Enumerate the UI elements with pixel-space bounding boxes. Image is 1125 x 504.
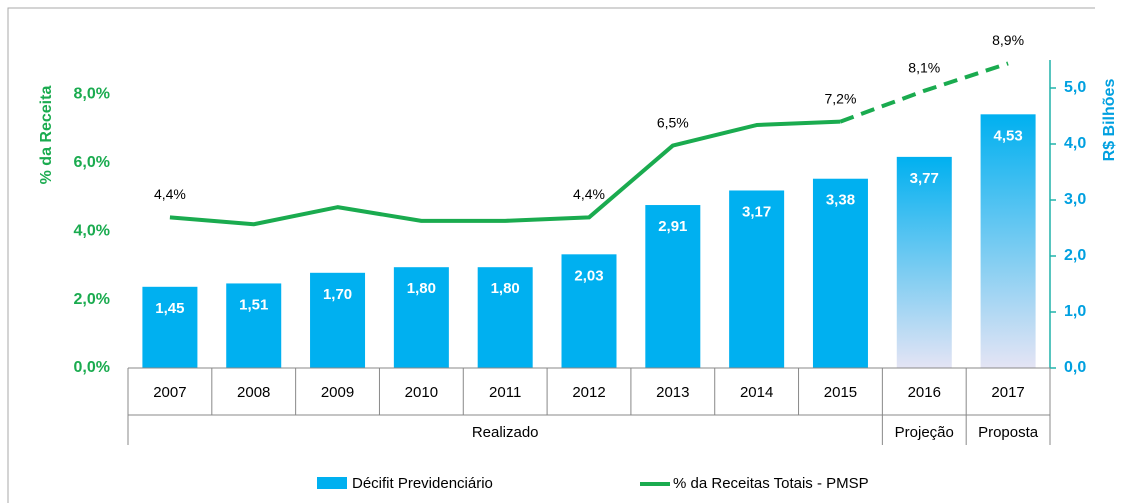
bar-label: 1,45 (155, 300, 184, 317)
y2-tick-label: 1,0 (1064, 303, 1086, 320)
y2-tick-label: 5,0 (1064, 79, 1086, 96)
group-label: Realizado (472, 424, 539, 441)
y2-tick-label: 4,0 (1064, 135, 1086, 152)
line-label: 8,9% (992, 32, 1024, 48)
bar-label: 2,91 (658, 218, 687, 235)
x-tick-label: 2012 (572, 384, 605, 401)
bar-label: 3,38 (826, 192, 855, 209)
line-label: 6,5% (657, 114, 689, 130)
y2-axis-title: R$ Bilhões (1101, 79, 1118, 162)
bar-label: 3,77 (910, 170, 939, 187)
y-tick-label: 4,0% (74, 222, 110, 239)
x-tick-label: 2009 (321, 384, 354, 401)
x-tick-label: 2008 (237, 384, 270, 401)
y-axis-title: % da Receita (38, 86, 55, 185)
bar (310, 272, 366, 368)
line-series (169, 119, 841, 227)
bar-label: 1,51 (239, 296, 268, 313)
line-label: 4,4% (573, 186, 605, 202)
bar-label: 4,53 (993, 127, 1022, 144)
line-label: 4,4% (154, 186, 186, 202)
y2-tick-label: 3,0 (1064, 191, 1086, 208)
y2-tick-label: 2,0 (1064, 247, 1086, 264)
line-label: 8,1% (908, 60, 940, 76)
bar (142, 286, 198, 368)
x-tick-label: 2014 (740, 384, 773, 401)
y-tick-label: 8,0% (74, 85, 110, 102)
bar (561, 254, 617, 368)
group-label: Projeção (895, 424, 954, 441)
bar (980, 114, 1036, 368)
x-tick-label: 2013 (656, 384, 689, 401)
bar-label: 1,80 (407, 280, 436, 297)
x-tick-label: 2010 (405, 384, 438, 401)
bar (729, 190, 785, 368)
bar-label: 1,70 (323, 286, 352, 303)
x-tick-label: 2017 (991, 384, 1024, 401)
y-tick-label: 6,0% (74, 154, 110, 171)
legend-label: Décifit Previdenciário (352, 475, 493, 492)
x-tick-label: 2007 (153, 384, 186, 401)
frame (7, 7, 1095, 503)
line-label: 7,2% (824, 90, 856, 106)
y2-tick-label: 0,0 (1064, 359, 1086, 376)
legend-label: % da Receitas Totais - PMSP (673, 475, 869, 492)
x-tick-label: 2015 (824, 384, 857, 401)
bar (812, 178, 868, 368)
line-series-projected (839, 61, 1009, 124)
group-label: Proposta (978, 424, 1039, 441)
legend-swatch (317, 477, 347, 489)
bar-label: 2,03 (574, 267, 603, 284)
bar (393, 267, 449, 368)
bar (477, 267, 533, 368)
bar-label: 3,17 (742, 203, 771, 220)
y-tick-label: 0,0% (74, 359, 110, 376)
y-tick-label: 2,0% (74, 291, 110, 308)
bar (226, 283, 282, 368)
bar-label: 1,80 (491, 280, 520, 297)
x-tick-label: 2016 (908, 384, 941, 401)
x-tick-label: 2011 (489, 384, 521, 401)
bar (896, 156, 952, 368)
bar (645, 205, 701, 368)
